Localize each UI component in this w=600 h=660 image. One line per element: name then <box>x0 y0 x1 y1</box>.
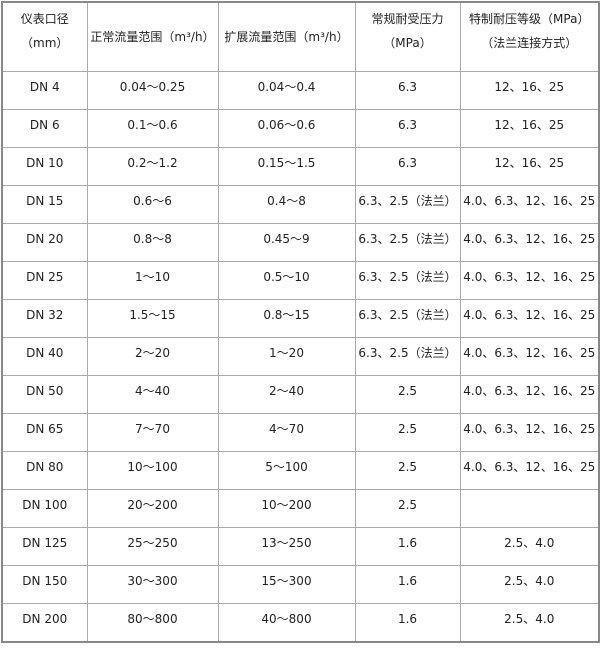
cell-pressure: 2.5 <box>354 413 461 452</box>
cell-pressure: 6.3 <box>354 147 461 186</box>
cell-extended-flow: 0.04～0.4 <box>217 71 356 110</box>
cell-pressure: 6.3、2.5（法兰） <box>354 223 461 262</box>
cell-diameter: DN 15 <box>1 185 88 224</box>
cell-diameter: DN 4 <box>1 71 88 110</box>
cell-extended-flow: 2～40 <box>217 375 356 414</box>
cell-extended-flow: 0.15～1.5 <box>217 147 356 186</box>
table-row: DN 6 0.1～0.6 0.06～0.6 6.3 12、16、25 <box>1 109 600 148</box>
cell-diameter: DN 200 <box>1 603 88 642</box>
cell-special-pressure: 2.5、4.0 <box>459 527 600 566</box>
table-row: DN 50 4～40 2～40 2.5 4.0、6.3、12、16、25 <box>1 375 600 414</box>
cell-special-pressure: 2.5、4.0 <box>459 565 600 604</box>
table-row: DN 100 20～200 10～200 2.5 <box>1 489 600 528</box>
table-row: DN 65 7～70 4～70 2.5 4.0、6.3、12、16、25 <box>1 413 600 452</box>
cell-extended-flow: 10～200 <box>217 489 356 528</box>
cell-special-pressure: 4.0、6.3、12、16、25 <box>459 337 600 376</box>
cell-normal-flow: 10～100 <box>86 451 219 490</box>
cell-normal-flow: 4～40 <box>86 375 219 414</box>
cell-special-pressure: 2.5、4.0 <box>459 603 600 642</box>
cell-extended-flow: 1～20 <box>217 337 356 376</box>
table-row: DN 25 1～10 0.5～10 6.3、2.5（法兰） 4.0、6.3、12、16、… <box>1 261 600 300</box>
cell-special-pressure <box>459 489 600 528</box>
cell-special-pressure: 4.0、6.3、12、16、25 <box>459 375 600 414</box>
table-row: DN 150 30～300 15～300 1.6 2.5、4.0 <box>1 565 600 604</box>
cell-diameter: DN 20 <box>1 223 88 262</box>
table-row: DN 125 25～250 13～250 1.6 2.5、4.0 <box>1 527 600 566</box>
cell-extended-flow: 15～300 <box>217 565 356 604</box>
cell-normal-flow: 30～300 <box>86 565 219 604</box>
cell-normal-flow: 0.2～1.2 <box>86 147 219 186</box>
cell-pressure: 1.6 <box>354 565 461 604</box>
flow-spec-table: 仪表口径（mm） 正常流量范围（m³/h） 扩展流量范围（m³/h） 常规耐受压… <box>1 1 600 643</box>
cell-normal-flow: 0.04～0.25 <box>86 71 219 110</box>
cell-diameter: DN 80 <box>1 451 88 490</box>
cell-normal-flow: 25～250 <box>86 527 219 566</box>
cell-extended-flow: 0.8～15 <box>217 299 356 338</box>
cell-pressure: 1.6 <box>354 603 461 642</box>
cell-pressure: 6.3、2.5（法兰） <box>354 185 461 224</box>
cell-pressure: 1.6 <box>354 527 461 566</box>
cell-pressure: 2.5 <box>354 489 461 528</box>
cell-pressure: 6.3、2.5（法兰） <box>354 337 461 376</box>
table-row: DN 10 0.2～1.2 0.15～1.5 6.3 12、16、25 <box>1 147 600 186</box>
header-pressure: 常规耐受压力（MPa） <box>354 1 461 72</box>
cell-normal-flow: 7～70 <box>86 413 219 452</box>
cell-special-pressure: 4.0、6.3、12、16、25 <box>459 223 600 262</box>
cell-pressure: 2.5 <box>354 451 461 490</box>
cell-diameter: DN 40 <box>1 337 88 376</box>
cell-special-pressure: 4.0、6.3、12、16、25 <box>459 451 600 490</box>
cell-normal-flow: 80～800 <box>86 603 219 642</box>
cell-extended-flow: 5～100 <box>217 451 356 490</box>
cell-normal-flow: 0.8～8 <box>86 223 219 262</box>
header-normal-flow: 正常流量范围（m³/h） <box>86 1 219 72</box>
cell-special-pressure: 4.0、6.3、12、16、25 <box>459 299 600 338</box>
cell-extended-flow: 13～250 <box>217 527 356 566</box>
cell-diameter: DN 6 <box>1 109 88 148</box>
table-row: DN 200 80～800 40～800 1.6 2.5、4.0 <box>1 603 600 642</box>
cell-extended-flow: 0.45～9 <box>217 223 356 262</box>
cell-diameter: DN 65 <box>1 413 88 452</box>
cell-special-pressure: 4.0、6.3、12、16、25 <box>459 185 600 224</box>
cell-normal-flow: 0.1～0.6 <box>86 109 219 148</box>
cell-normal-flow: 1.5～15 <box>86 299 219 338</box>
cell-diameter: DN 50 <box>1 375 88 414</box>
table-row: DN 40 2～20 1～20 6.3、2.5（法兰） 4.0、6.3、12、16、25 <box>1 337 600 376</box>
header-row: 仪表口径（mm） 正常流量范围（m³/h） 扩展流量范围（m³/h） 常规耐受压… <box>1 1 600 72</box>
cell-pressure: 6.3 <box>354 71 461 110</box>
cell-normal-flow: 20～200 <box>86 489 219 528</box>
cell-extended-flow: 0.4～8 <box>217 185 356 224</box>
cell-special-pressure: 4.0、6.3、12、16、25 <box>459 261 600 300</box>
header-extended-flow: 扩展流量范围（m³/h） <box>217 1 356 72</box>
cell-diameter: DN 125 <box>1 527 88 566</box>
table-row: DN 80 10～100 5～100 2.5 4.0、6.3、12、16、25 <box>1 451 600 490</box>
table-row: DN 20 0.8～8 0.45～9 6.3、2.5（法兰） 4.0、6.3、12、16… <box>1 223 600 262</box>
cell-extended-flow: 0.06～0.6 <box>217 109 356 148</box>
cell-diameter: DN 25 <box>1 261 88 300</box>
cell-special-pressure: 4.0、6.3、12、16、25 <box>459 413 600 452</box>
cell-extended-flow: 0.5～10 <box>217 261 356 300</box>
table-row: DN 15 0.6～6 0.4～8 6.3、2.5（法兰） 4.0、6.3、12、16、… <box>1 185 600 224</box>
cell-diameter: DN 32 <box>1 299 88 338</box>
table-row: DN 4 0.04～0.25 0.04～0.4 6.3 12、16、25 <box>1 71 600 110</box>
cell-diameter: DN 100 <box>1 489 88 528</box>
cell-special-pressure: 12、16、25 <box>459 109 600 148</box>
cell-normal-flow: 0.6～6 <box>86 185 219 224</box>
cell-normal-flow: 1～10 <box>86 261 219 300</box>
table-row: DN 32 1.5～15 0.8～15 6.3、2.5（法兰） 4.0、6.3、12、1… <box>1 299 600 338</box>
cell-extended-flow: 40～800 <box>217 603 356 642</box>
cell-normal-flow: 2～20 <box>86 337 219 376</box>
cell-diameter: DN 10 <box>1 147 88 186</box>
cell-pressure: 6.3、2.5（法兰） <box>354 299 461 338</box>
cell-pressure: 6.3 <box>354 109 461 148</box>
cell-special-pressure: 12、16、25 <box>459 147 600 186</box>
cell-pressure: 6.3、2.5（法兰） <box>354 261 461 300</box>
cell-pressure: 2.5 <box>354 375 461 414</box>
cell-extended-flow: 4～70 <box>217 413 356 452</box>
header-special-pressure: 特制耐压等级（MPa）（法兰连接方式） <box>459 1 600 72</box>
cell-special-pressure: 12、16、25 <box>459 71 600 110</box>
cell-diameter: DN 150 <box>1 565 88 604</box>
header-diameter: 仪表口径（mm） <box>1 1 88 72</box>
